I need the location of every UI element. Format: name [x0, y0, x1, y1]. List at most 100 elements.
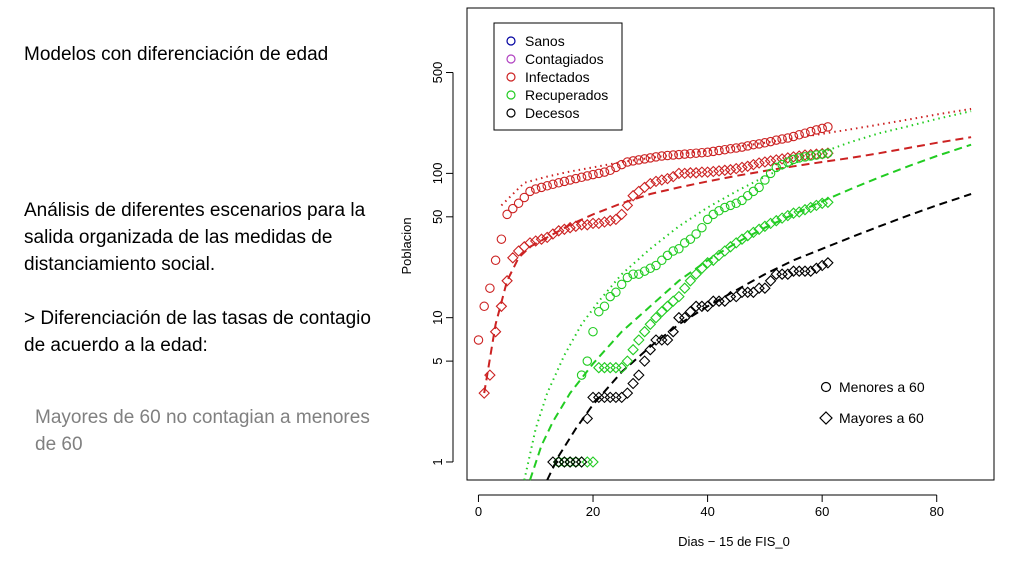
point-decesos-mayores-a-60 [552, 456, 565, 468]
point-recuperados-mayores-a-60 [753, 223, 765, 236]
point-decesos-mayores-a-60 [753, 282, 765, 294]
point-recuperados-mayores-a-60 [816, 197, 828, 210]
point-decesos-mayores-a-60 [793, 265, 805, 277]
point-decesos-mayores-a-60 [684, 305, 697, 318]
point-decesos-mayores-a-60 [701, 300, 714, 313]
point-infectados-menores-a-60 [737, 142, 747, 152]
point-recuperados-mayores-a-60 [799, 203, 811, 216]
point-decesos-mayores-a-60 [593, 391, 605, 404]
point-recuperados-mayores-a-60 [770, 214, 783, 227]
point-decesos-mayores-a-60 [759, 282, 771, 294]
point-recuperados-menores-a-60 [823, 148, 833, 158]
point-infectados-mayores-a-60 [489, 325, 502, 338]
point-recuperados-mayores-a-60 [678, 282, 691, 294]
point-recuperados-mayores-a-60 [656, 305, 668, 318]
point-infectados-mayores-a-60 [753, 157, 765, 169]
point-infectados-menores-a-60 [530, 184, 541, 194]
point-recuperados-mayores-a-60 [661, 300, 674, 313]
point-recuperados-mayores-a-60 [696, 262, 708, 275]
x-axis-label: Dias − 15 de FIS_0 [678, 534, 790, 549]
point-infectados-mayores-a-60 [719, 164, 731, 177]
point-infectados-menores-a-60 [685, 148, 696, 159]
point-infectados-menores-a-60 [754, 139, 764, 149]
point-recuperados-mayores-a-60 [747, 226, 760, 239]
point-decesos-mayores-a-60 [822, 257, 834, 269]
point-infectados-menores-a-60 [559, 176, 570, 187]
point-infectados-menores-a-60 [800, 128, 810, 138]
point-infectados-menores-a-60 [691, 148, 701, 158]
point-recuperados-mayores-a-60 [730, 237, 742, 249]
point-decesos-mayores-a-60 [787, 265, 800, 277]
point-recuperados-mayores-a-60 [736, 233, 748, 245]
fit-line-infectados-mayores-a-60 [483, 136, 972, 394]
legend-label-decesos: Decesos [525, 105, 579, 121]
point-recuperados-menores-a-60 [622, 272, 633, 283]
point-infectados-menores-a-60 [536, 182, 547, 193]
point-recuperados-mayores-a-60 [764, 217, 777, 230]
point-decesos-mayores-a-60 [615, 391, 628, 404]
point-decesos-mayores-a-60 [764, 275, 777, 287]
point-recuperados-menores-a-60 [594, 306, 604, 317]
point-recuperados-menores-a-60 [651, 260, 661, 271]
point-decesos-mayores-a-60 [638, 355, 651, 367]
point-decesos-mayores-a-60 [564, 456, 576, 468]
point-infectados-menores-a-60 [708, 146, 719, 157]
point-infectados-menores-a-60 [513, 198, 524, 209]
y-tick-label: 1 [430, 458, 445, 465]
point-recuperados-mayores-a-60 [581, 456, 594, 468]
point-recuperados-menores-a-60 [720, 202, 730, 213]
point-recuperados-menores-a-60 [754, 182, 764, 193]
y-tick-label: 100 [430, 163, 445, 185]
color-legend: Sanos Contagiados Infectados Recuperados… [493, 22, 623, 131]
point-infectados-mayores-a-60 [604, 214, 616, 227]
point-recuperados-menores-a-60 [628, 269, 638, 279]
legend-marker-decesos [506, 108, 516, 118]
point-infectados-mayores-a-60 [552, 225, 565, 237]
legend-marker-sanos [506, 36, 516, 46]
point-decesos-mayores-a-60 [696, 300, 708, 313]
point-recuperados-menores-a-60 [599, 301, 610, 312]
point-infectados-menores-a-60 [548, 179, 558, 190]
x-axis: 0 20 40 60 80 [475, 494, 944, 519]
point-recuperados-menores-a-60 [765, 168, 776, 179]
point-recuperados-menores-a-60 [702, 214, 713, 225]
point-recuperados-menores-a-60 [771, 162, 782, 173]
point-recuperados-menores-a-60 [748, 186, 759, 197]
point-recuperados-menores-a-60 [800, 152, 810, 162]
y-tick-label: 5 [430, 357, 445, 364]
point-infectados-menores-a-60 [748, 139, 759, 150]
point-infectados-menores-a-60 [616, 159, 627, 170]
point-infectados-menores-a-60 [794, 130, 804, 140]
legend-label-recuperados: Recuperados [525, 87, 608, 103]
point-infectados-mayores-a-60 [507, 252, 519, 264]
point-infectados-mayores-a-60 [581, 219, 594, 231]
point-recuperados-menores-a-60 [742, 190, 753, 201]
shape-legend-label-mayores: Mayores a 60 [839, 410, 924, 426]
point-decesos-mayores-a-60 [724, 290, 737, 303]
point-infectados-mayores-a-60 [558, 223, 571, 236]
x-tick-label: 20 [586, 504, 600, 519]
point-infectados-mayores-a-60 [610, 213, 622, 226]
point-recuperados-menores-a-60 [611, 287, 621, 298]
point-recuperados-mayores-a-60 [804, 201, 817, 214]
body-paragraph-1: Análisis de diferentes escenarios para l… [24, 200, 366, 275]
subtext-paragraph: Mayores de 60 no contagian a menores de … [35, 407, 370, 455]
point-decesos-mayores-a-60 [661, 334, 674, 346]
point-recuperados-menores-a-60 [737, 195, 747, 206]
body-text: Análisis de diferentes escenarios para l… [24, 197, 394, 359]
legend-marker-recuperados [506, 90, 516, 100]
point-decesos-mayores-a-60 [776, 268, 788, 280]
point-recuperados-menores-a-60 [817, 149, 827, 159]
point-recuperados-menores-a-60 [760, 175, 770, 185]
point-infectados-menores-a-60 [496, 234, 507, 244]
point-decesos-mayores-a-60 [719, 295, 731, 307]
point-infectados-mayores-a-60 [770, 154, 783, 166]
point-recuperados-mayores-a-60 [610, 361, 622, 374]
point-infectados-menores-a-60 [525, 186, 535, 197]
point-infectados-menores-a-60 [622, 157, 633, 167]
point-infectados-menores-a-60 [805, 126, 816, 137]
point-decesos-mayores-a-60 [570, 456, 582, 468]
point-decesos-mayores-a-60 [610, 391, 622, 404]
point-infectados-mayores-a-60 [696, 166, 708, 178]
point-recuperados-mayores-a-60 [776, 212, 788, 224]
